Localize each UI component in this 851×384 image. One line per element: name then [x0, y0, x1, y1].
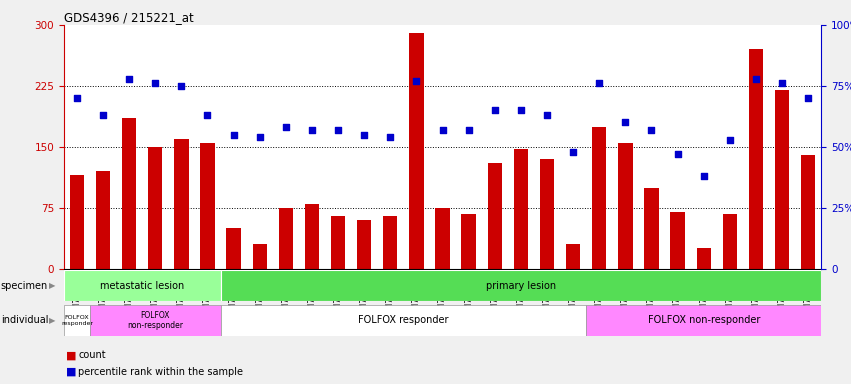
Point	[174, 83, 188, 89]
Bar	[148, 147, 163, 269]
Point	[462, 127, 476, 133]
Text: FOLFOX
responder: FOLFOX responder	[61, 315, 93, 326]
Bar	[200, 143, 214, 269]
Point	[357, 132, 371, 138]
Text: ■: ■	[66, 350, 77, 360]
Point	[645, 127, 659, 133]
Bar	[220, 305, 586, 336]
Bar	[586, 305, 821, 336]
Bar	[618, 143, 632, 269]
Text: percentile rank within the sample: percentile rank within the sample	[78, 367, 243, 377]
Bar	[722, 214, 737, 269]
Bar	[226, 228, 241, 269]
Point	[123, 76, 136, 82]
Text: FOLFOX responder: FOLFOX responder	[358, 315, 448, 325]
Bar	[566, 245, 580, 269]
Point	[306, 127, 319, 133]
Point	[436, 127, 449, 133]
Bar	[122, 118, 136, 269]
Text: count: count	[78, 350, 106, 360]
Bar	[540, 159, 554, 269]
Point	[488, 107, 501, 113]
Bar	[305, 204, 319, 269]
Point	[671, 151, 684, 157]
Bar	[70, 175, 84, 269]
Point	[566, 149, 580, 155]
Bar	[331, 216, 346, 269]
Point	[384, 134, 397, 140]
Bar	[671, 212, 685, 269]
Bar	[644, 187, 659, 269]
Bar	[64, 270, 220, 301]
Bar	[749, 50, 763, 269]
Text: GDS4396 / 215221_at: GDS4396 / 215221_at	[64, 11, 193, 24]
Bar	[801, 155, 815, 269]
Text: ■: ■	[66, 367, 77, 377]
Point	[279, 124, 293, 131]
Bar	[696, 248, 711, 269]
Text: primary lesion: primary lesion	[486, 281, 556, 291]
Text: FOLFOX non-responder: FOLFOX non-responder	[648, 315, 760, 325]
Point	[514, 107, 528, 113]
Point	[802, 95, 815, 101]
Bar	[488, 163, 502, 269]
Point	[775, 80, 789, 86]
Point	[96, 112, 110, 118]
Point	[148, 80, 162, 86]
Text: FOLFOX
non-responder: FOLFOX non-responder	[128, 311, 183, 330]
Bar	[436, 208, 449, 269]
Bar	[409, 33, 424, 269]
Bar	[174, 139, 189, 269]
Point	[592, 80, 606, 86]
Point	[619, 119, 632, 126]
Point	[540, 112, 554, 118]
Text: specimen: specimen	[1, 281, 49, 291]
Text: ▶: ▶	[49, 316, 56, 325]
Point	[331, 127, 345, 133]
Bar	[90, 305, 220, 336]
Point	[226, 132, 240, 138]
Point	[749, 76, 762, 82]
Bar	[96, 171, 110, 269]
Bar	[461, 214, 476, 269]
Bar	[64, 305, 90, 336]
Bar	[357, 220, 371, 269]
Bar	[253, 245, 267, 269]
Text: metastatic lesion: metastatic lesion	[100, 281, 185, 291]
Point	[201, 112, 214, 118]
Bar	[775, 90, 789, 269]
Point	[70, 95, 83, 101]
Bar	[514, 149, 528, 269]
Point	[253, 134, 266, 140]
Bar	[592, 127, 607, 269]
Bar	[278, 208, 293, 269]
Point	[697, 173, 711, 179]
Bar	[383, 216, 397, 269]
Bar	[220, 270, 821, 301]
Text: ▶: ▶	[49, 281, 56, 290]
Text: individual: individual	[1, 315, 49, 325]
Point	[409, 78, 423, 84]
Point	[723, 136, 737, 142]
